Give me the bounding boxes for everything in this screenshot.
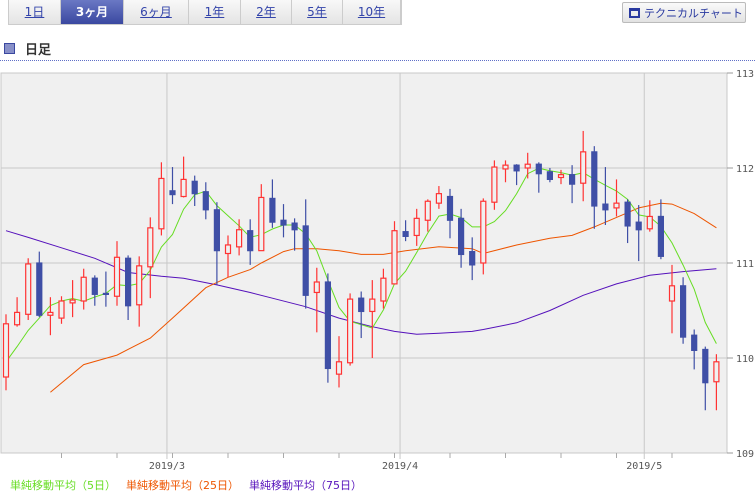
candle-up bbox=[180, 178, 187, 198]
candle-up bbox=[380, 277, 387, 302]
candle-down bbox=[324, 281, 331, 370]
candle-down bbox=[624, 201, 631, 227]
candle-up bbox=[25, 263, 32, 315]
candle-up bbox=[580, 151, 587, 184]
candle-down bbox=[691, 334, 698, 352]
candle-down bbox=[602, 203, 609, 211]
square-icon bbox=[4, 43, 15, 54]
candle-up bbox=[480, 200, 487, 264]
candle-down bbox=[446, 195, 454, 221]
candle-up bbox=[668, 285, 676, 302]
y-tick-label: 110 bbox=[736, 354, 754, 365]
candle-up bbox=[147, 227, 154, 268]
candle-down bbox=[469, 251, 476, 266]
window-icon bbox=[629, 7, 640, 18]
candle-up bbox=[347, 298, 354, 364]
y-tick-label: 112 bbox=[736, 164, 754, 175]
candle-down bbox=[358, 297, 365, 313]
x-tick-label: 2019/3 bbox=[149, 461, 185, 472]
candle-up bbox=[258, 196, 265, 252]
legend-ma75: 単純移動平均（75日） bbox=[249, 479, 362, 492]
candle-down bbox=[213, 209, 220, 252]
candle-up bbox=[646, 215, 653, 230]
candle-down bbox=[247, 230, 254, 252]
candle-up bbox=[313, 281, 320, 294]
x-tick-label: 2019/5 bbox=[626, 461, 662, 472]
section-heading: 日足 bbox=[4, 39, 51, 58]
tab-10-years[interactable]: 10年 bbox=[343, 0, 401, 24]
candle-up bbox=[58, 300, 65, 319]
candle-down bbox=[124, 257, 132, 307]
legend-ma5: 単純移動平均（5日） bbox=[10, 479, 116, 492]
candle-down bbox=[535, 163, 542, 175]
candle-up bbox=[158, 177, 165, 230]
candle-down bbox=[291, 222, 298, 231]
candle-down bbox=[513, 164, 520, 172]
y-tick-label: 113 bbox=[736, 69, 754, 80]
candle-up bbox=[236, 229, 243, 248]
candle-up bbox=[136, 265, 143, 306]
candle-down bbox=[191, 180, 198, 195]
candle-down bbox=[36, 262, 43, 316]
candle-down bbox=[568, 174, 576, 185]
technical-chart-button[interactable]: テクニカルチャート bbox=[622, 2, 746, 23]
candle-up bbox=[424, 200, 431, 221]
candle-up bbox=[613, 202, 620, 209]
y-tick-label: 111 bbox=[736, 259, 754, 270]
candle-up bbox=[80, 276, 87, 302]
heading-label: 日足 bbox=[25, 43, 52, 58]
candle-down bbox=[702, 348, 709, 384]
candle-down bbox=[591, 151, 598, 207]
tab-6-months[interactable]: 6ヶ月 bbox=[124, 0, 189, 24]
technical-chart-label: テクニカルチャート bbox=[644, 6, 743, 20]
candle-down bbox=[402, 231, 409, 237]
candle-up bbox=[224, 244, 232, 255]
candle-down bbox=[657, 215, 665, 257]
candle-up bbox=[435, 193, 442, 204]
tab-3-months[interactable]: 3ヶ月 bbox=[61, 0, 124, 24]
candle-down bbox=[635, 221, 642, 231]
candle-up bbox=[524, 163, 531, 169]
candle-down bbox=[269, 197, 276, 223]
candle-up bbox=[557, 174, 565, 179]
tab-1-day[interactable]: 1日 bbox=[9, 0, 61, 24]
candle-up bbox=[47, 311, 54, 316]
ma25-line bbox=[50, 202, 717, 393]
candle-up bbox=[2, 323, 10, 378]
candle-up bbox=[391, 230, 398, 285]
candle-down bbox=[102, 292, 110, 295]
candle-down bbox=[302, 225, 309, 296]
candle-up bbox=[335, 361, 343, 375]
candle-up bbox=[369, 298, 376, 313]
candle-up bbox=[113, 256, 121, 297]
legend: 単純移動平均（5日） 単純移動平均（25日） 単純移動平均（75日） bbox=[10, 477, 362, 493]
candle-up bbox=[413, 217, 420, 237]
candle-up bbox=[713, 361, 720, 383]
candle-down bbox=[91, 277, 98, 295]
candle-up bbox=[14, 311, 21, 326]
candle-down bbox=[280, 219, 287, 226]
y-tick-label: 109 bbox=[736, 449, 754, 460]
tab-2-years[interactable]: 2年 bbox=[241, 0, 292, 24]
candle-up bbox=[69, 299, 76, 304]
period-tabs: 1日 3ヶ月 6ヶ月 1年 2年 5年 10年 bbox=[8, 0, 402, 25]
candle-down bbox=[458, 217, 465, 256]
candle-up bbox=[491, 166, 498, 203]
candle-down bbox=[546, 171, 554, 181]
dotted-divider bbox=[0, 60, 755, 61]
legend-ma25: 単純移動平均（25日） bbox=[126, 479, 239, 492]
candle-down bbox=[679, 285, 687, 338]
candle-down bbox=[202, 191, 209, 211]
candle-up bbox=[502, 164, 509, 170]
tab-5-years[interactable]: 5年 bbox=[292, 0, 343, 24]
candle-down bbox=[169, 190, 176, 196]
tab-1-year[interactable]: 1年 bbox=[189, 0, 241, 24]
x-tick-label: 2019/4 bbox=[382, 461, 418, 472]
